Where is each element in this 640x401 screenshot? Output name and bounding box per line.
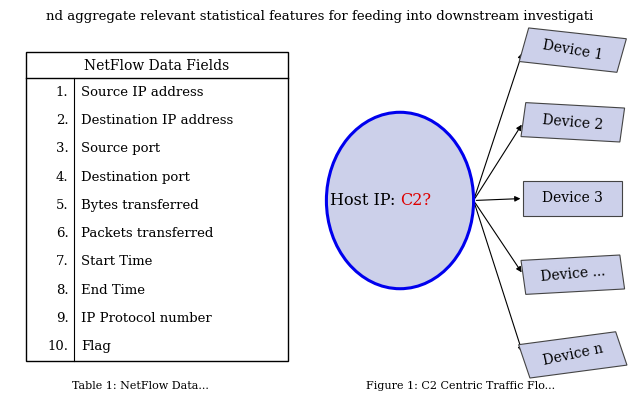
Text: Packets transferred: Packets transferred xyxy=(81,227,214,240)
Text: Flag: Flag xyxy=(81,340,111,353)
Text: 6.: 6. xyxy=(56,227,68,240)
FancyBboxPatch shape xyxy=(521,255,625,294)
FancyBboxPatch shape xyxy=(519,28,627,72)
Ellipse shape xyxy=(326,112,474,289)
Text: 1.: 1. xyxy=(56,86,68,99)
Text: Device 2: Device 2 xyxy=(542,113,604,132)
Text: 9.: 9. xyxy=(56,312,68,325)
FancyBboxPatch shape xyxy=(521,103,625,142)
Text: Device ...: Device ... xyxy=(540,265,605,284)
Text: NetFlow Data Fields: NetFlow Data Fields xyxy=(84,59,229,73)
Text: 3.: 3. xyxy=(56,142,68,155)
Text: IP Protocol number: IP Protocol number xyxy=(81,312,212,325)
Bar xyxy=(26,52,288,361)
FancyBboxPatch shape xyxy=(518,332,627,378)
Text: nd aggregate relevant statistical features for feeding into downstream investiga: nd aggregate relevant statistical featur… xyxy=(46,10,594,23)
Text: Bytes transferred: Bytes transferred xyxy=(81,199,199,212)
Text: 4.: 4. xyxy=(56,171,68,184)
Text: Source port: Source port xyxy=(81,142,161,155)
Text: 10.: 10. xyxy=(47,340,68,353)
Text: Host IP:: Host IP: xyxy=(330,192,400,209)
Text: Device 3: Device 3 xyxy=(542,192,604,205)
FancyBboxPatch shape xyxy=(524,181,622,216)
Text: 2.: 2. xyxy=(56,114,68,127)
Text: Start Time: Start Time xyxy=(81,255,153,268)
Text: End Time: End Time xyxy=(81,284,145,297)
Text: 7.: 7. xyxy=(56,255,68,268)
Text: Destination IP address: Destination IP address xyxy=(81,114,234,127)
Text: 5.: 5. xyxy=(56,199,68,212)
Text: Device n: Device n xyxy=(541,342,604,368)
Text: Destination port: Destination port xyxy=(81,171,190,184)
Text: 8.: 8. xyxy=(56,284,68,297)
Text: Device 1: Device 1 xyxy=(541,38,604,62)
Text: Source IP address: Source IP address xyxy=(81,86,204,99)
Text: C2?: C2? xyxy=(400,192,431,209)
Text: Figure 1: C2 Centric Traffic Flo...: Figure 1: C2 Centric Traffic Flo... xyxy=(366,381,556,391)
Text: Table 1: NetFlow Data...: Table 1: NetFlow Data... xyxy=(72,381,209,391)
